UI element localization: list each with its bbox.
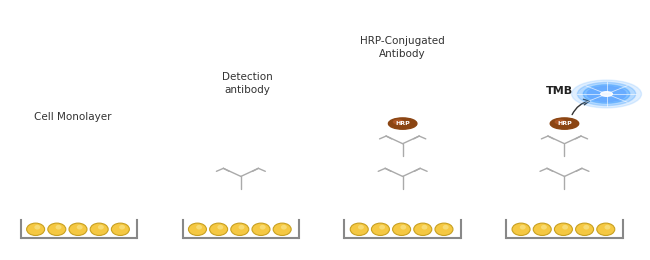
Ellipse shape (350, 223, 369, 236)
Circle shape (393, 120, 404, 124)
Ellipse shape (48, 223, 66, 236)
Ellipse shape (371, 223, 389, 236)
Ellipse shape (435, 223, 453, 236)
Ellipse shape (512, 223, 530, 236)
Ellipse shape (414, 223, 432, 236)
Ellipse shape (533, 223, 551, 236)
Ellipse shape (90, 223, 108, 236)
Circle shape (577, 82, 636, 106)
Text: HRP-Conjugated
Antibody: HRP-Conjugated Antibody (360, 36, 445, 59)
Ellipse shape (604, 225, 610, 230)
Text: Cell Monolayer: Cell Monolayer (34, 112, 111, 122)
Ellipse shape (188, 223, 207, 236)
Ellipse shape (273, 223, 291, 236)
Ellipse shape (209, 223, 228, 236)
Text: TMB: TMB (546, 86, 573, 96)
Ellipse shape (217, 225, 224, 230)
Ellipse shape (69, 223, 87, 236)
Circle shape (551, 118, 578, 129)
Ellipse shape (379, 225, 385, 230)
Ellipse shape (400, 225, 406, 230)
Ellipse shape (34, 225, 40, 230)
Ellipse shape (597, 223, 615, 236)
Ellipse shape (562, 225, 568, 230)
Ellipse shape (541, 225, 547, 230)
Ellipse shape (281, 225, 287, 230)
Ellipse shape (111, 223, 129, 236)
Ellipse shape (98, 225, 104, 230)
Ellipse shape (576, 223, 593, 236)
Ellipse shape (260, 225, 266, 230)
Ellipse shape (393, 223, 411, 236)
Ellipse shape (231, 223, 249, 236)
Circle shape (571, 80, 642, 108)
Circle shape (587, 86, 626, 102)
Text: Detection
antibody: Detection antibody (222, 73, 273, 95)
Ellipse shape (421, 225, 428, 230)
Ellipse shape (358, 225, 364, 230)
Ellipse shape (239, 225, 244, 230)
Ellipse shape (196, 225, 202, 230)
Ellipse shape (55, 225, 62, 230)
Ellipse shape (583, 225, 590, 230)
Ellipse shape (443, 225, 448, 230)
Text: HRP: HRP (395, 121, 410, 126)
Ellipse shape (554, 223, 573, 236)
Ellipse shape (77, 225, 83, 230)
Ellipse shape (252, 223, 270, 236)
Circle shape (583, 85, 630, 103)
Text: HRP: HRP (557, 121, 572, 126)
Circle shape (555, 120, 566, 124)
Ellipse shape (119, 225, 125, 230)
Circle shape (389, 118, 417, 129)
Ellipse shape (27, 223, 45, 236)
Ellipse shape (520, 225, 526, 230)
Circle shape (601, 92, 612, 96)
